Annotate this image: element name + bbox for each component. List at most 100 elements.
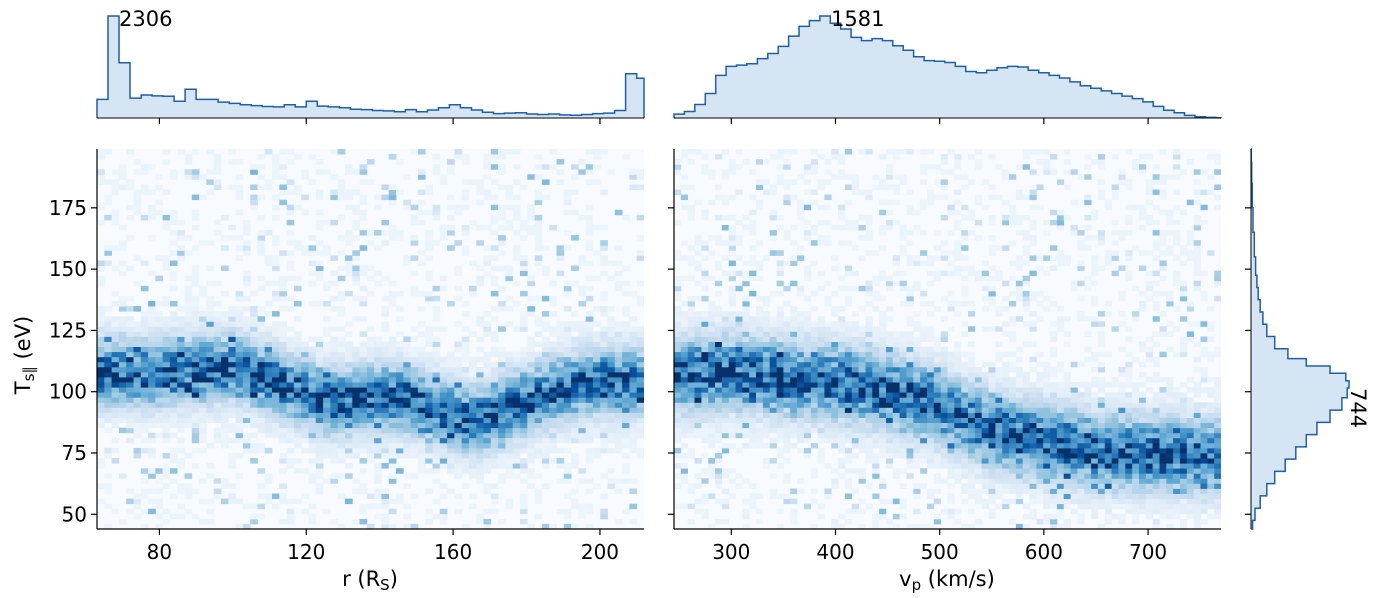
heatmap-cell [235,346,244,353]
heatmap-cell [721,412,730,418]
heatmap-cell [447,351,455,358]
heatmap-cell [403,371,411,378]
heatmap-cell [425,326,433,332]
heatmap-cell [177,503,185,510]
heatmap-cell [104,336,112,342]
heatmap-cell [410,493,419,499]
heatmap-cell [844,493,853,499]
heatmap-cell [797,407,805,413]
heatmap-cell [858,341,866,347]
heatmap-cell [301,245,309,251]
heatmap-cell [534,356,543,363]
heatmap-cell [954,245,962,251]
heatmap-cell [607,336,616,342]
heatmap-cell [520,265,528,271]
heatmap-cell [374,407,382,413]
heatmap-cell [199,285,207,292]
heatmap-cell [512,427,521,434]
heatmap-cell [388,361,397,368]
heatmap-cell [797,488,805,494]
heatmap-cell [701,169,709,175]
heatmap-cell [636,427,644,434]
heatmap-cell [133,382,142,388]
heatmap-cell [954,427,962,434]
heatmap-cell [742,442,750,449]
heatmap-cell [687,351,695,358]
heatmap-cell [359,356,368,363]
heatmap-cell [315,351,324,358]
heatmap-cell [715,412,723,418]
heatmap-cell [286,437,295,444]
heatmap-cell [228,316,236,322]
heatmap-cell [749,402,757,408]
heatmap-cell [461,250,470,256]
heatmap-cell [913,225,921,231]
heatmap-cell [432,214,441,221]
heatmap-cell [995,356,1003,363]
heatmap-cell [330,341,339,347]
heatmap-cell [461,468,470,474]
heatmap-cell [947,260,955,266]
heatmap-cell [191,169,200,175]
heatmap-cell [213,164,222,170]
heatmap-cell [694,377,702,383]
heatmap-cell [330,432,339,439]
heatmap-cell [721,214,730,221]
heatmap-cell [199,498,207,505]
heatmap-cell [749,483,757,489]
heatmap-cell [301,402,309,408]
heatmap-cell [221,402,229,408]
heatmap-cell [483,164,492,170]
heatmap-cell [315,159,324,165]
heatmap-cell [715,377,723,383]
heatmap-cell [636,382,644,388]
heatmap-cell [155,397,163,403]
heatmap-cell [206,361,215,368]
heatmap-cell [330,280,339,287]
heatmap-cell [810,427,818,434]
heatmap-cell [534,219,543,226]
heatmap-cell [133,371,142,378]
heatmap-cell [851,407,859,413]
heatmap-cell [337,437,346,444]
heatmap-cell [330,356,339,363]
heatmap-cell [961,392,969,398]
heatmap-cell [337,346,346,353]
heatmap-cell [927,447,935,454]
heatmap-cell [425,351,433,358]
heatmap-cell [308,154,317,160]
heatmap-cell [872,346,880,353]
heatmap-cell [776,321,784,327]
heatmap-cell [169,453,178,459]
heatmap-cell [490,346,499,353]
heatmap-cell [359,366,368,373]
heatmap-cell [520,346,528,353]
heatmap-cell [879,422,887,429]
heatmap-cell [585,149,594,155]
heatmap-cell [476,478,484,484]
heatmap-cell [1002,468,1010,474]
heatmap-cell [388,371,397,378]
heatmap-cell [286,387,295,393]
heatmap-cell [886,407,894,413]
heatmap-cell [330,392,339,398]
heatmap-cell [235,412,244,418]
heatmap-cell [865,453,873,459]
heatmap-cell [995,447,1003,454]
heatmap-cell [337,306,346,312]
heatmap-cell [831,154,839,160]
heatmap-cell [858,189,866,195]
heatmap-cell [974,275,983,282]
heatmap-cell [148,316,156,322]
heatmap-cell [148,422,156,429]
heatmap-cell [286,204,295,211]
heatmap-cell [947,209,955,216]
heatmap-cell [461,204,470,211]
heatmap-cell [940,508,948,515]
heatmap-cell [622,331,630,337]
heatmap-cell [352,204,360,211]
heatmap-cell [988,326,996,332]
heatmap-cell [469,447,477,454]
heatmap-cell [549,402,557,408]
heatmap-cell [947,447,955,454]
